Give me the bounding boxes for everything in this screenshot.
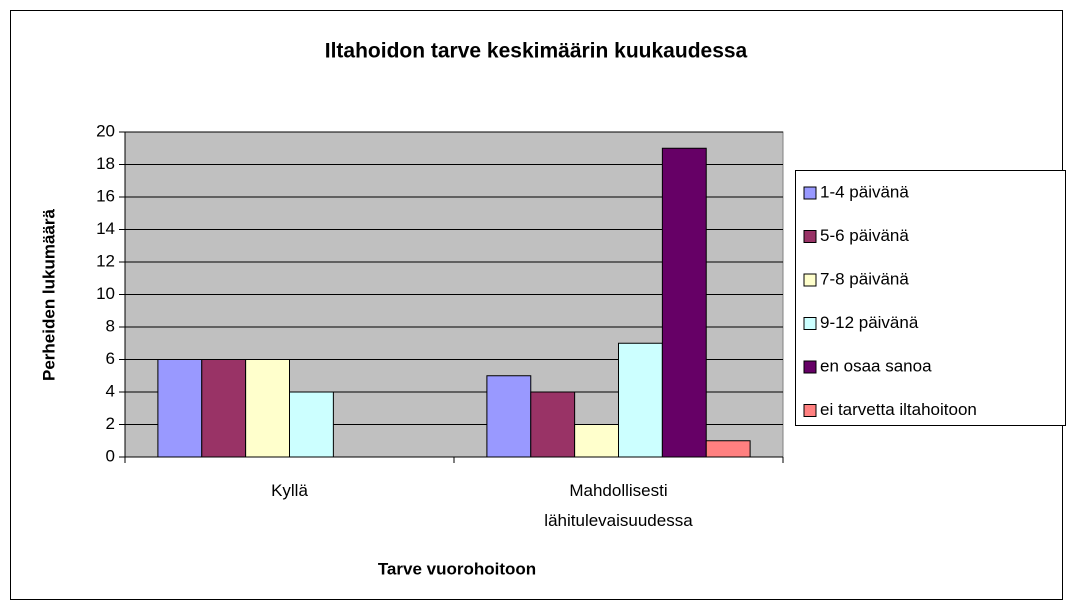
legend-swatch (803, 360, 817, 374)
y-tick-label: 18 (96, 154, 115, 173)
y-tick-label: 8 (106, 316, 115, 335)
y-tick-label: 16 (96, 186, 115, 205)
bar (486, 375, 532, 458)
x-tick-label: Mahdollisesti lähitulevaisuudessa (544, 481, 693, 530)
bar (201, 359, 247, 458)
x-tick-label: Kyllä (271, 481, 308, 500)
legend-label: 1-4 päivänä (820, 182, 909, 201)
legend-box (795, 170, 1066, 426)
legend-label: ei tarvetta iltahoitoon (820, 400, 977, 419)
bar (157, 359, 203, 458)
bar (245, 359, 290, 458)
x-axis-label: Tarve vuorohoitoon (378, 559, 536, 578)
legend-label: 5-6 päivänä (820, 226, 909, 245)
legend-swatch (803, 186, 817, 200)
bar (705, 440, 751, 458)
y-tick-label: 6 (106, 349, 115, 368)
legend-swatch (803, 230, 817, 243)
y-tick-label: 10 (96, 284, 115, 303)
y-tick-label: 0 (106, 446, 115, 465)
y-tick-label: 20 (96, 121, 115, 140)
y-tick-label: 4 (106, 381, 115, 400)
y-tick-label: 12 (96, 251, 115, 270)
legend-swatch (803, 317, 817, 330)
legend-label: 9-12 päivänä (820, 313, 919, 332)
legend-swatch (803, 273, 817, 287)
bar (530, 391, 576, 458)
legend-label: 7-8 päivänä (820, 269, 909, 288)
chart-title: Iltahoidon tarve keskimäärin kuukaudessa (325, 40, 748, 63)
legend-label: en osaa sanoa (820, 356, 932, 375)
y-tick-label: 14 (96, 219, 115, 238)
bar (574, 424, 620, 458)
bar (661, 147, 707, 458)
bar (618, 342, 663, 458)
y-tick-label: 2 (106, 414, 115, 433)
y-axis-label: Perheiden lukumäärä (39, 208, 58, 381)
legend-swatch (803, 404, 817, 417)
bar (289, 391, 334, 458)
